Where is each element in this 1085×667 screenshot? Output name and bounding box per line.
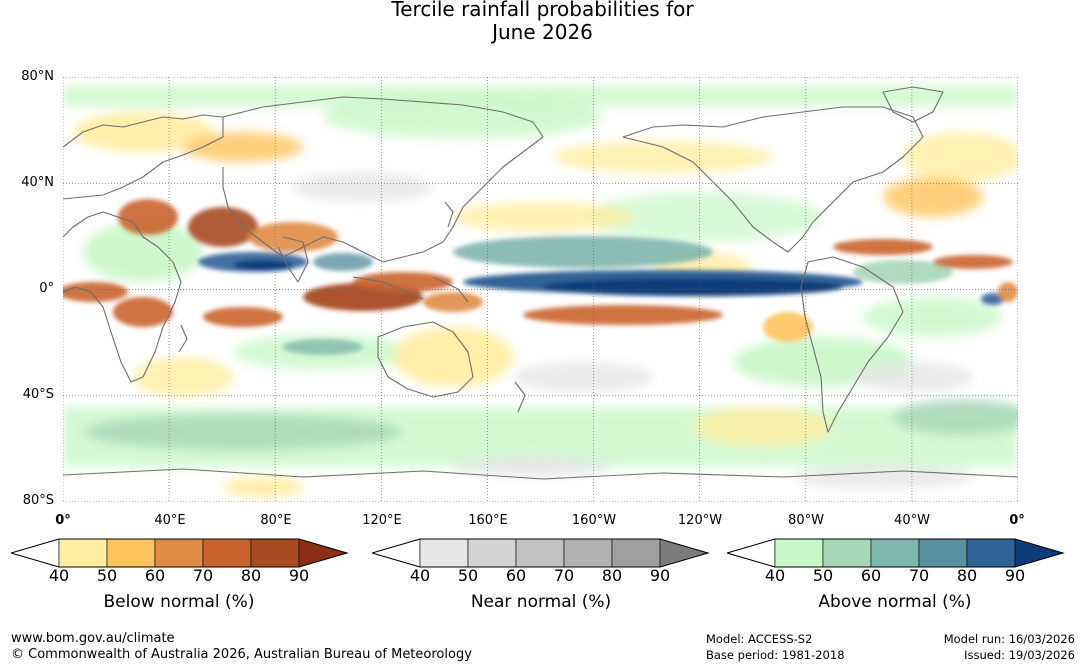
colorbar-near-segment-80-90 <box>611 538 661 568</box>
colorbar-near-segment-50-60 <box>467 538 517 568</box>
colorbar-above-segment-80-90 <box>966 538 1016 568</box>
colorbar-near-segment-60-70 <box>515 538 565 568</box>
legend-below-tick-60: 60 <box>144 566 166 585</box>
lat-label-80n: 80°N <box>21 69 54 84</box>
colorbar-above-segment-60-70 <box>870 538 920 568</box>
colorbar-below-normal <box>11 538 349 568</box>
lon-label-160w: 160°W <box>571 513 617 528</box>
colorbar-below-segment-80-90 <box>250 538 300 568</box>
colorbar-near-segment-over <box>659 538 710 568</box>
colorbar-below-segment-40-50 <box>58 538 108 568</box>
colorbar-below-segment-70-80 <box>202 538 252 568</box>
legend-near-tick-40: 40 <box>409 566 431 585</box>
legend-above-title: Above normal (%) <box>818 592 972 612</box>
colorbar-above-segment-over <box>1014 538 1065 568</box>
chart-title-line2: June 2026 <box>492 20 593 44</box>
colorbar-near-segment-40-50 <box>419 538 469 568</box>
legend-below-title: Below normal (%) <box>103 592 255 612</box>
colorbar-above-normal <box>727 538 1065 568</box>
lon-label-80w: 80°W <box>788 513 824 528</box>
legend-below-tick-90: 90 <box>288 566 310 585</box>
legend-below-normal <box>11 538 349 568</box>
legend-near-tick-90: 90 <box>649 566 671 585</box>
lon-label-0-right: 0° <box>1009 513 1025 528</box>
colorbar-near-segment-70-80 <box>563 538 613 568</box>
footer-website-link[interactable]: www.bom.gov.au/climate <box>11 631 175 646</box>
legend-above-tick-80: 80 <box>956 566 978 585</box>
lat-label-40s: 40°S <box>22 387 54 402</box>
colorbar-above-segment-50-60 <box>822 538 872 568</box>
legend-below-tick-80: 80 <box>240 566 262 585</box>
legend-near-normal <box>372 538 710 568</box>
lon-label-120w: 120°W <box>677 513 723 528</box>
lon-label-40w: 40°W <box>894 513 930 528</box>
colorbar-below-segment-over <box>298 538 349 568</box>
legend-above-tick-40: 40 <box>764 566 786 585</box>
graticule <box>63 77 1018 502</box>
footer-issued: Issued: 19/03/2026 <box>964 648 1075 662</box>
colorbar-above-segment-under <box>727 538 776 568</box>
legend-near-tick-70: 70 <box>553 566 575 585</box>
legend-below-tick-50: 50 <box>96 566 118 585</box>
legend-near-tick-80: 80 <box>601 566 623 585</box>
colorbar-near-normal <box>372 538 710 568</box>
colorbar-above-segment-70-80 <box>918 538 968 568</box>
lon-label-120e: 120°E <box>362 513 402 528</box>
legend-below-tick-40: 40 <box>48 566 70 585</box>
legend-near-tick-50: 50 <box>457 566 479 585</box>
legend-near-title: Near normal (%) <box>470 592 612 612</box>
footer-model: Model: ACCESS-S2 <box>706 632 813 646</box>
map-svg <box>63 77 1018 502</box>
legend-near-tick-60: 60 <box>505 566 527 585</box>
legend-above-normal <box>727 538 1065 568</box>
colorbar-above-segment-40-50 <box>774 538 824 568</box>
colorbar-below-segment-under <box>11 538 60 568</box>
footer-model-run: Model run: 16/03/2026 <box>943 632 1075 646</box>
colorbar-below-segment-50-60 <box>106 538 156 568</box>
lat-label-0: 0° <box>39 281 54 296</box>
legend-above-tick-50: 50 <box>812 566 834 585</box>
coastlines <box>63 86 1018 480</box>
lat-label-80s: 80°S <box>22 493 54 508</box>
rainfall-probability-map <box>63 77 1018 502</box>
probability-field-strong <box>63 199 1018 355</box>
colorbar-below-segment-60-70 <box>154 538 204 568</box>
legend-below-tick-70: 70 <box>192 566 214 585</box>
legend-above-tick-90: 90 <box>1004 566 1026 585</box>
footer-base-period: Base period: 1981-2018 <box>706 648 845 662</box>
lon-label-160e: 160°E <box>468 513 508 528</box>
colorbar-near-segment-under <box>372 538 421 568</box>
legend-above-tick-70: 70 <box>908 566 930 585</box>
footer-copyright: © Commonwealth of Australia 2026, Austra… <box>11 647 472 662</box>
legend-above-tick-60: 60 <box>860 566 882 585</box>
lon-label-0-left: 0° <box>55 513 71 528</box>
lon-label-80e: 80°E <box>260 513 292 528</box>
lon-label-40e: 40°E <box>154 513 186 528</box>
lat-label-40n: 40°N <box>21 175 54 190</box>
chart-title-line1: Tercile rainfall probabilities for <box>391 0 694 21</box>
